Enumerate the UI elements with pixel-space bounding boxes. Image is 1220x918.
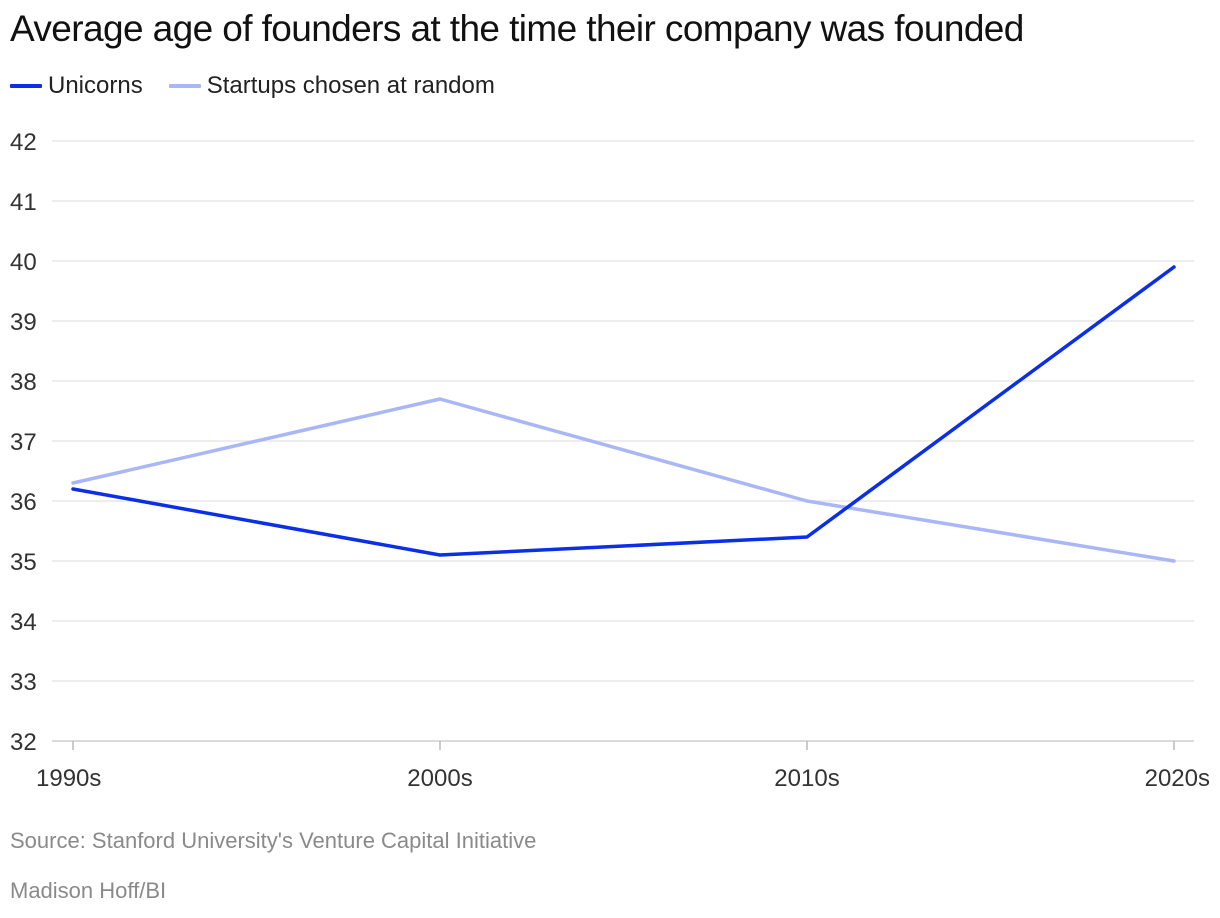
legend-item-random-startups: Startups chosen at random xyxy=(168,72,495,100)
y-tick-label: 34 xyxy=(10,609,37,636)
series-lines xyxy=(71,265,1176,563)
y-tick-label: 37 xyxy=(10,429,37,456)
legend-item-unicorns: Unicorns xyxy=(10,72,143,100)
legend-swatch-random-startups xyxy=(168,84,201,88)
legend-swatch-unicorns xyxy=(10,84,42,88)
gridlines xyxy=(52,140,1194,742)
y-tick-label: 39 xyxy=(10,309,37,336)
x-axis-ticks: 1990s 2000s 2010s 2020s xyxy=(36,741,1210,792)
y-tick-label: 42 xyxy=(10,129,37,156)
x-tick-label: 2010s xyxy=(774,765,839,792)
legend-label-random-startups: Startups chosen at random xyxy=(206,72,495,99)
x-tick-label: 1990s xyxy=(36,765,101,792)
y-axis-ticks: 42 41 40 39 38 37 36 35 34 33 32 xyxy=(10,129,37,756)
legend: Unicorns Startups chosen at random xyxy=(10,72,521,100)
y-tick-label: 41 xyxy=(10,189,37,216)
source-note: Source: Stanford University's Venture Ca… xyxy=(10,828,537,853)
chart-title: Average age of founders at the time thei… xyxy=(10,8,1024,49)
legend-label-unicorns: Unicorns xyxy=(48,72,143,99)
credit-note: Madison Hoff/BI xyxy=(10,878,167,903)
x-tick-label: 2020s xyxy=(1145,765,1210,792)
y-tick-label: 35 xyxy=(10,549,37,576)
series-line-unicorns xyxy=(71,265,1176,557)
series-line-startups-chosen-at-random xyxy=(71,397,1176,563)
x-tick-label: 2000s xyxy=(407,765,472,792)
y-tick-label: 36 xyxy=(10,489,37,516)
y-tick-label: 40 xyxy=(10,249,37,276)
y-tick-label: 32 xyxy=(10,729,37,756)
y-tick-label: 33 xyxy=(10,669,37,696)
y-tick-label: 38 xyxy=(10,369,37,396)
